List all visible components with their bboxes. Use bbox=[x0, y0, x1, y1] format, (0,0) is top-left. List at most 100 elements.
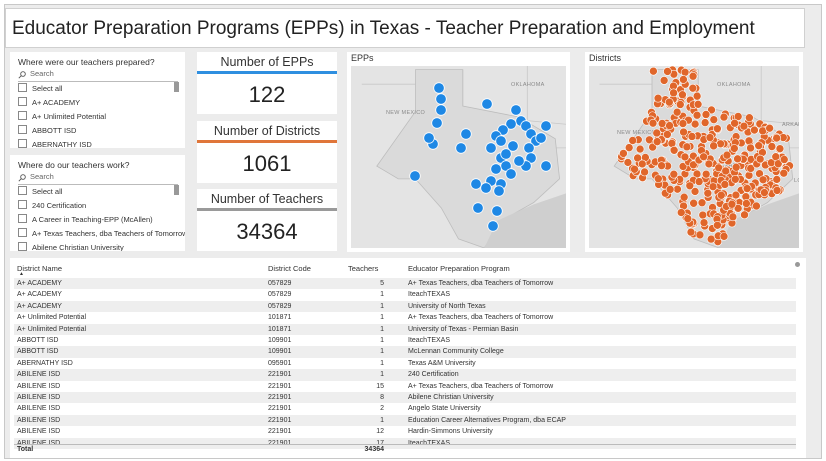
scroll-dot[interactable] bbox=[795, 262, 800, 267]
search-icon bbox=[18, 71, 26, 79]
district-marker bbox=[675, 100, 685, 109]
district-marker bbox=[659, 76, 669, 85]
scrollbar[interactable] bbox=[174, 82, 179, 92]
slicer-item[interactable]: A+ ACADEMY bbox=[18, 97, 80, 107]
slicer-item[interactable]: ABERNATHY ISD bbox=[18, 139, 92, 148]
district-marker bbox=[657, 119, 667, 128]
district-marker bbox=[665, 97, 674, 107]
map[interactable]: OKLAHOMA NEW MEXICO bbox=[351, 66, 566, 248]
district-marker bbox=[752, 201, 761, 211]
column-header[interactable]: Teachers bbox=[348, 264, 379, 273]
table-cell: ABILENE ISD bbox=[17, 405, 61, 413]
district-marker bbox=[635, 144, 645, 154]
table-row bbox=[14, 289, 796, 301]
slicer-question: Where were our teachers prepared? bbox=[18, 57, 155, 67]
search-box[interactable]: Search bbox=[18, 172, 178, 185]
district-marker bbox=[683, 214, 693, 223]
scrollbar[interactable] bbox=[174, 185, 179, 195]
district-marker bbox=[648, 142, 657, 152]
district-marker bbox=[680, 152, 690, 162]
district-marker bbox=[687, 132, 697, 141]
district-marker bbox=[633, 153, 642, 163]
epp-marker bbox=[435, 104, 447, 116]
table-cell: 1 bbox=[380, 348, 384, 356]
map-panel: EPPs OKLAHOMA NEW MEXICO bbox=[347, 52, 570, 252]
column-header[interactable]: District Name bbox=[17, 264, 63, 273]
district-marker bbox=[733, 204, 743, 213]
slicer-item[interactable]: Select all bbox=[18, 83, 62, 93]
table-row bbox=[14, 357, 796, 370]
district-marker bbox=[744, 171, 754, 180]
district-marker bbox=[705, 133, 715, 142]
slicer: Where were our teachers prepared? Search S… bbox=[10, 52, 185, 148]
table-cell: 057829 bbox=[268, 302, 292, 310]
epp-marker bbox=[487, 220, 499, 232]
district-marker bbox=[730, 174, 740, 184]
district-marker bbox=[669, 145, 679, 155]
epp-marker bbox=[433, 82, 445, 94]
column-header[interactable]: Educator Preparation Program bbox=[408, 264, 510, 273]
map-label: OKLAHOMA bbox=[717, 82, 751, 88]
district-marker bbox=[746, 143, 755, 153]
district-marker bbox=[709, 115, 719, 124]
slicer-item[interactable]: 240 Certification bbox=[18, 200, 86, 210]
total-label: Total bbox=[17, 446, 34, 453]
slicer-item[interactable]: Abilene Christian University bbox=[18, 242, 124, 251]
slicer-question: Where do our teachers work? bbox=[18, 160, 130, 170]
district-marker bbox=[679, 127, 688, 137]
table-row bbox=[14, 323, 796, 335]
slicer-item[interactable]: A+ Unlimited Potential bbox=[18, 111, 106, 121]
table-cell: 1 bbox=[380, 302, 384, 310]
district-marker bbox=[694, 177, 704, 186]
title-bar: Educator Preparation Programs (EPPs) in … bbox=[5, 8, 805, 48]
slicer-item[interactable]: Select all bbox=[18, 186, 62, 196]
district-marker bbox=[680, 67, 690, 77]
table-row bbox=[14, 278, 796, 290]
sea bbox=[484, 193, 566, 248]
slicer-item[interactable]: A Career in Teaching-EPP (McAllen) bbox=[18, 214, 153, 224]
table-cell: 12 bbox=[376, 428, 384, 436]
district-marker bbox=[767, 142, 777, 151]
slicer-item[interactable]: ABBOTT ISD bbox=[18, 125, 76, 135]
district-marker bbox=[653, 93, 663, 103]
table-cell: 1 bbox=[380, 291, 384, 299]
district-marker bbox=[704, 159, 714, 169]
district-marker bbox=[637, 159, 647, 169]
column-header[interactable]: District Code bbox=[268, 264, 311, 273]
district-marker bbox=[713, 124, 722, 133]
map-title: Districts bbox=[589, 53, 621, 63]
table-cell: 057829 bbox=[268, 291, 292, 299]
district-marker bbox=[685, 181, 695, 191]
card-label: Number of EPPs bbox=[220, 55, 314, 69]
table-cell: IteachTEXAS bbox=[408, 440, 450, 447]
district-marker bbox=[695, 230, 705, 240]
table-cell: 221901 bbox=[268, 416, 292, 424]
table-cell: 240 Certification bbox=[408, 371, 459, 379]
district-marker bbox=[742, 199, 751, 208]
table-row bbox=[14, 403, 796, 415]
table-cell: 1 bbox=[380, 371, 384, 379]
district-marker bbox=[709, 141, 718, 151]
epp-marker bbox=[510, 104, 522, 116]
total-value: 34364 bbox=[364, 446, 384, 453]
district-marker bbox=[693, 100, 703, 109]
district-marker bbox=[678, 119, 688, 128]
epp-marker bbox=[505, 168, 517, 180]
district-marker bbox=[619, 149, 628, 158]
slicer-item[interactable]: A+ Texas Teachers, dba Teachers of Tomor… bbox=[18, 228, 185, 238]
table-cell: 17 bbox=[308, 440, 384, 447]
epp-marker bbox=[505, 118, 517, 130]
district-marker bbox=[663, 67, 672, 76]
table-cell: ABILENE ISD bbox=[17, 440, 60, 447]
table-cell: Abilene Christian University bbox=[408, 394, 494, 401]
district-marker bbox=[700, 118, 710, 127]
district-marker bbox=[663, 130, 672, 139]
district-marker bbox=[672, 107, 682, 117]
table-cell: 109901 bbox=[268, 348, 292, 356]
table-cell: 1 bbox=[380, 314, 384, 322]
epp-marker bbox=[480, 182, 492, 194]
search-box[interactable]: Search bbox=[18, 69, 178, 82]
map[interactable]: OKLAHOMA ARKANSAS NEW MEXICO TEXAS LOUISIAN bbox=[589, 66, 799, 248]
district-marker bbox=[706, 234, 716, 244]
district-marker bbox=[678, 90, 687, 100]
